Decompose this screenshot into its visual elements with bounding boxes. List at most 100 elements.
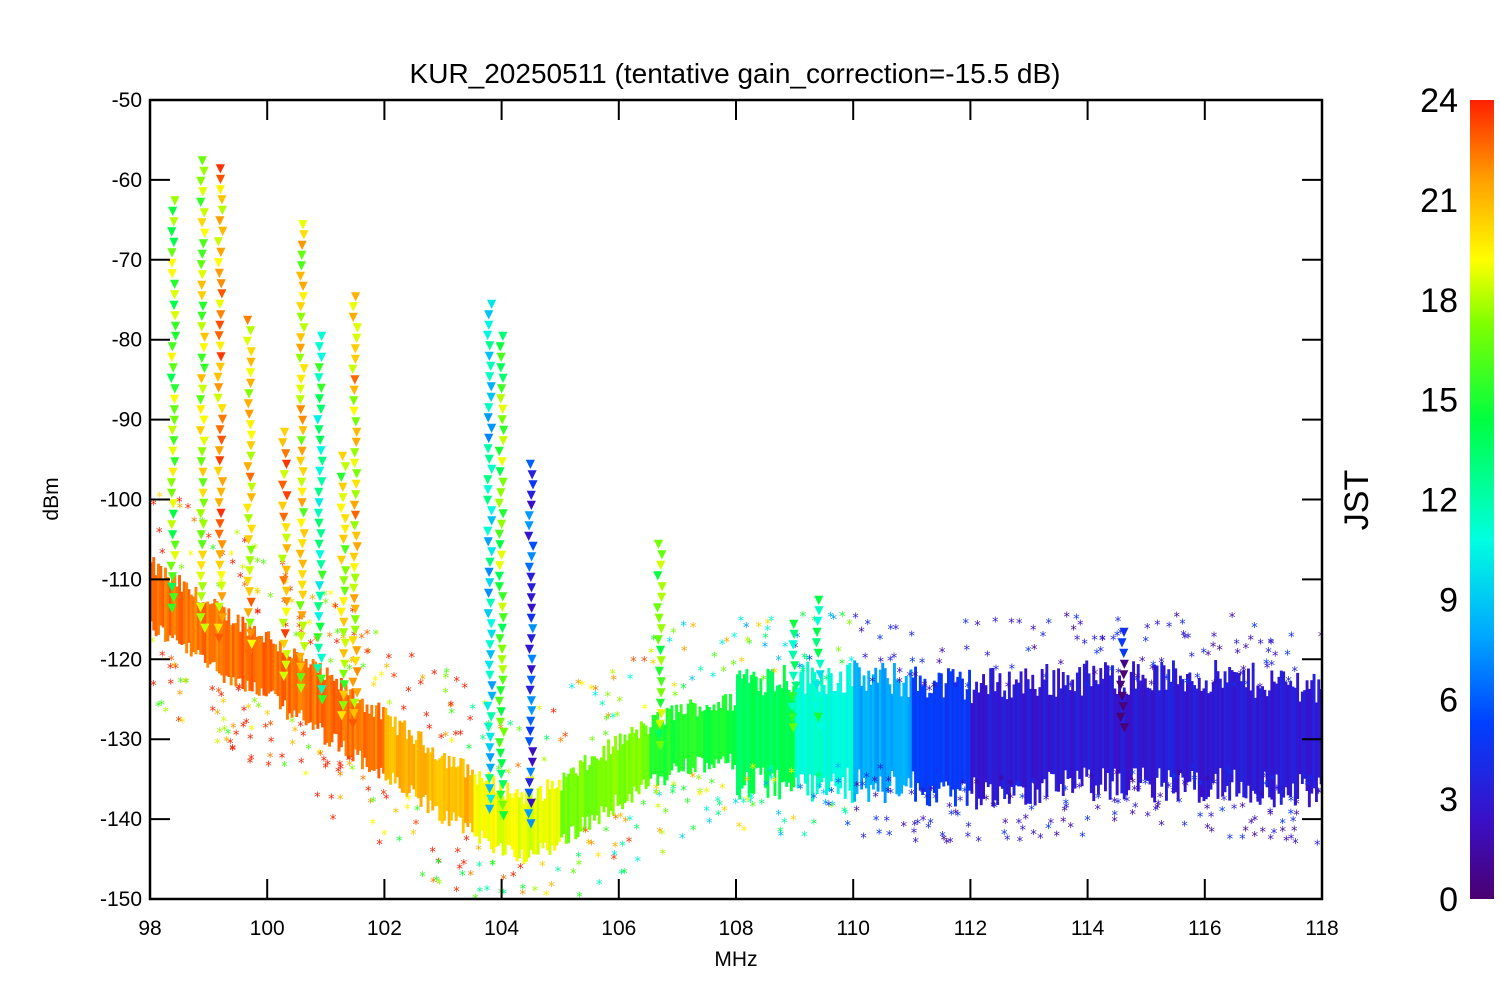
- scatter-point: *: [762, 631, 769, 646]
- noise-floor-column: [239, 631, 242, 679]
- peak-marker: ▼: [197, 454, 207, 468]
- peak-marker: ▼: [247, 480, 257, 494]
- peak-marker: ▼: [215, 599, 225, 613]
- noise-floor-column: [171, 572, 174, 639]
- scatter-point: *: [1091, 634, 1098, 649]
- scatter-point: *: [1233, 638, 1240, 653]
- peak-marker: ▼: [336, 501, 346, 515]
- scatter-point: *: [337, 770, 344, 785]
- peak-marker: ▼: [196, 402, 206, 416]
- peak-marker: ▼: [495, 495, 505, 509]
- scatter-point: *: [744, 775, 751, 790]
- peak-marker: ▼: [282, 605, 292, 619]
- peak-marker: ▼: [298, 577, 308, 591]
- scatter-point: *: [1176, 768, 1183, 783]
- noise-floor-column: [672, 720, 676, 764]
- scatter-point: *: [853, 804, 860, 819]
- noise-floor-column: [1005, 699, 1009, 795]
- scatter-point: *: [626, 835, 633, 850]
- noise-floor-column: [886, 678, 889, 793]
- scatter-point: *: [248, 753, 255, 768]
- scatter-point: *: [1221, 794, 1228, 809]
- noise-floor-column: [665, 707, 669, 781]
- peak-marker: ▼: [313, 412, 323, 426]
- peak-marker: ▼: [197, 527, 207, 541]
- noise-floor-column: [991, 667, 995, 806]
- peak-marker: ▼: [498, 589, 508, 603]
- noise-floor-column: [499, 781, 503, 844]
- peak-marker: ▼: [485, 802, 495, 816]
- noise-floor-column: [349, 689, 353, 758]
- y-axis-label: dBm: [40, 477, 63, 520]
- scatter-point: *: [1031, 643, 1038, 658]
- peak-marker: ▼: [496, 714, 506, 728]
- scatter-point: *: [367, 796, 374, 811]
- noise-floor-column: [489, 784, 493, 850]
- scatter-point: *: [530, 914, 537, 929]
- x-tick-label: 104: [484, 917, 519, 940]
- scatter-point: *: [443, 666, 450, 681]
- scatter-point: *: [1219, 805, 1226, 820]
- scatter-point: *: [932, 792, 939, 807]
- peak-marker: ▼: [169, 506, 179, 520]
- noise-floor-column: [595, 758, 599, 816]
- peak-marker: ▼: [169, 297, 179, 311]
- peak-marker: ▼: [496, 787, 506, 801]
- peak-marker: ▼: [816, 667, 826, 681]
- scatter-point: *: [953, 808, 960, 823]
- scatter-point: *: [1252, 830, 1259, 845]
- scatter-point: *: [828, 801, 835, 816]
- noise-floor-column: [628, 733, 632, 794]
- peak-marker: ▼: [296, 371, 306, 385]
- noise-floor-column: [691, 702, 695, 768]
- noise-floor-column: [1214, 660, 1218, 774]
- noise-floor-column: [150, 562, 153, 622]
- scatter-point: *: [1176, 796, 1183, 811]
- noise-floor-column: [644, 725, 648, 790]
- peak-marker: ▼: [498, 329, 508, 343]
- noise-floor-column: [323, 679, 327, 745]
- x-tick-label: 110: [836, 917, 869, 940]
- scatter-point: *: [349, 764, 356, 779]
- scatter-point: *: [227, 737, 234, 752]
- colorbar-tick-label: 0: [1439, 881, 1458, 919]
- peak-marker: ▼: [349, 581, 359, 595]
- scatter-point: *: [943, 837, 950, 852]
- noise-floor-column: [747, 682, 751, 798]
- scatter-point: *: [378, 669, 385, 684]
- scatter-point: *: [1139, 655, 1146, 670]
- noise-floor-column: [412, 744, 416, 790]
- peak-marker: ▼: [296, 660, 306, 674]
- noise-floor-column: [862, 675, 866, 778]
- scatter-point: *: [829, 800, 836, 815]
- colorbar-tick-label: 3: [1439, 781, 1458, 819]
- noise-floor-column: [855, 662, 859, 794]
- scatter-point: *: [475, 844, 482, 859]
- scatter-point: *: [472, 892, 479, 907]
- scatter-point: *: [179, 716, 186, 731]
- peak-marker: ▼: [169, 433, 179, 447]
- scatter-point: *: [1077, 619, 1084, 634]
- noise-floor-column: [646, 734, 650, 787]
- peak-marker: ▼: [496, 339, 506, 353]
- scatter-point: *: [209, 684, 216, 699]
- scatter-point: *: [962, 617, 969, 632]
- scatter-point: *: [616, 695, 623, 710]
- scatter-point: *: [267, 751, 274, 766]
- noise-floor-column: [206, 601, 210, 668]
- scatter-point: *: [1043, 794, 1050, 809]
- peak-marker: ▼: [497, 652, 507, 666]
- scatter-point: *: [167, 662, 174, 677]
- scatter-point: *: [744, 635, 751, 650]
- peak-marker: ▼: [789, 668, 799, 682]
- scatter-point: *: [920, 814, 927, 829]
- noise-floor-column: [281, 652, 285, 707]
- scatter-point: *: [281, 596, 288, 611]
- peak-marker: ▼: [656, 642, 666, 656]
- scatter-point: *: [206, 531, 213, 546]
- peak-marker: ▼: [486, 390, 496, 404]
- scatter-point: *: [579, 679, 586, 694]
- scatter-point: *: [296, 621, 303, 636]
- scatter-point: *: [516, 725, 523, 740]
- peak-marker: ▼: [339, 698, 349, 712]
